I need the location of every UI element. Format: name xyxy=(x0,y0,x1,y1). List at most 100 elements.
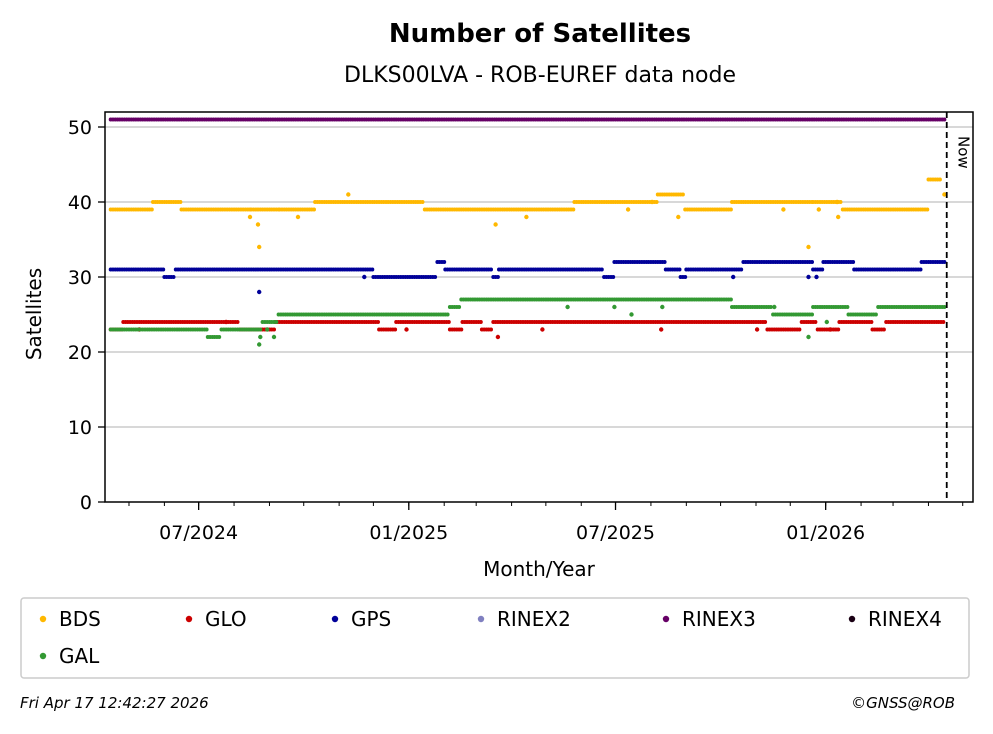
data-point-glo xyxy=(376,320,380,324)
y-tick-label: 50 xyxy=(68,117,92,139)
data-point-bds xyxy=(649,199,655,205)
data-point-bds xyxy=(816,207,821,212)
data-point-glo xyxy=(272,327,276,332)
data-point-gal xyxy=(824,319,829,325)
plot-frame xyxy=(104,111,974,503)
data-point-glo xyxy=(763,320,768,324)
data-point-glo xyxy=(489,327,493,332)
data-point-gps xyxy=(171,275,176,279)
x-tick-label: 07/2024 xyxy=(159,522,238,544)
data-point-gal xyxy=(873,312,878,317)
data-point-gps xyxy=(362,274,367,280)
data-point-glo xyxy=(446,320,451,324)
y-tick-label: 40 xyxy=(68,192,92,214)
data-point-gal xyxy=(810,312,814,317)
y-tick-label: 10 xyxy=(68,417,92,439)
data-point-gal xyxy=(271,334,277,340)
y-tick-label: 0 xyxy=(80,492,92,514)
data-point-bds xyxy=(680,192,685,197)
data-point-gal xyxy=(612,304,617,310)
data-point-gal xyxy=(942,305,947,309)
data-point-bds xyxy=(255,222,261,227)
legend-marker xyxy=(39,652,47,660)
legend-item-bds: BDS xyxy=(39,607,101,631)
legend-marker xyxy=(848,615,856,623)
copyright-credit: ©GNSS@ROB xyxy=(851,694,955,712)
data-point-gal xyxy=(258,334,263,340)
data-point-bds xyxy=(942,192,947,197)
x-tick-label: 07/2025 xyxy=(576,522,655,544)
data-point-bds xyxy=(178,200,183,204)
data-point-gal xyxy=(457,305,462,309)
data-point-gal xyxy=(660,304,665,310)
data-point-bds xyxy=(925,207,930,212)
chart-subtitle: DLKS00LVA - ROB-EUREF data node xyxy=(344,63,736,88)
data-point-rinex3 xyxy=(942,117,947,122)
data-point-gps xyxy=(820,267,825,272)
data-point-gps xyxy=(683,275,688,279)
data-point-gps xyxy=(677,267,682,272)
data-point-gps xyxy=(731,274,736,280)
data-point-glo xyxy=(881,327,886,332)
series-gal xyxy=(108,297,947,347)
x-tick-label: 01/2026 xyxy=(786,522,865,544)
data-point-gal xyxy=(768,305,773,309)
data-point-gal xyxy=(204,327,209,332)
data-point-gps xyxy=(918,267,923,272)
y-axis: 0 10 20 30 40 50 xyxy=(68,117,105,514)
legend-item-rinex3: RINEX3 xyxy=(662,607,756,631)
legend-label: RINEX2 xyxy=(497,607,571,631)
data-point-gps xyxy=(495,275,500,279)
data-point-bds xyxy=(493,222,498,227)
data-point-glo xyxy=(941,320,946,324)
data-point-gal xyxy=(274,320,279,324)
data-point-bds xyxy=(420,200,425,204)
data-point-gps xyxy=(662,260,667,264)
legend-item-rinex2: RINEX2 xyxy=(477,607,571,631)
legend-item-rinex4: RINEX4 xyxy=(848,607,942,631)
data-point-gps xyxy=(442,260,447,264)
data-point-glo xyxy=(828,327,833,332)
data-point-gps xyxy=(851,260,856,264)
legend-marker xyxy=(185,615,193,623)
data-point-bds xyxy=(149,207,154,212)
y-tick-label: 30 xyxy=(68,267,92,289)
data-point-bds xyxy=(571,207,576,212)
data-point-gal xyxy=(806,334,811,340)
data-point-glo xyxy=(813,320,818,324)
data-point-glo xyxy=(235,320,240,324)
legend-marker xyxy=(477,615,485,623)
data-point-glo xyxy=(393,327,398,332)
data-point-bds xyxy=(295,214,301,220)
data-point-bds xyxy=(346,192,351,197)
plot-points xyxy=(108,117,947,347)
data-point-bds xyxy=(524,214,529,220)
data-point-gps xyxy=(433,275,438,279)
data-point-bds xyxy=(838,200,843,204)
legend-label: GPS xyxy=(351,607,391,631)
legend-item-gps: GPS xyxy=(331,607,391,631)
data-point-bds xyxy=(257,244,262,250)
chart-title: Number of Satellites xyxy=(389,19,691,49)
y-grid xyxy=(105,126,973,503)
data-point-gal xyxy=(565,304,570,310)
data-point-gps xyxy=(489,267,493,272)
data-point-glo xyxy=(836,327,841,332)
generated-timestamp: Fri Apr 17 12:42:27 2026 xyxy=(20,694,209,712)
series-gps xyxy=(108,260,947,295)
legend-label: RINEX4 xyxy=(868,607,942,631)
data-point-gps xyxy=(599,267,604,272)
data-point-bds xyxy=(937,177,942,182)
data-point-gps xyxy=(739,267,744,272)
data-point-gps xyxy=(810,260,814,264)
data-point-gps xyxy=(257,289,262,295)
data-point-gps xyxy=(161,267,166,272)
data-point-gps xyxy=(611,275,616,279)
data-point-gal xyxy=(258,327,263,332)
data-point-bds xyxy=(312,207,316,212)
data-point-bds xyxy=(834,199,840,205)
series-rinex3 xyxy=(108,117,947,122)
data-point-glo xyxy=(223,319,229,325)
data-point-gps xyxy=(814,274,819,280)
